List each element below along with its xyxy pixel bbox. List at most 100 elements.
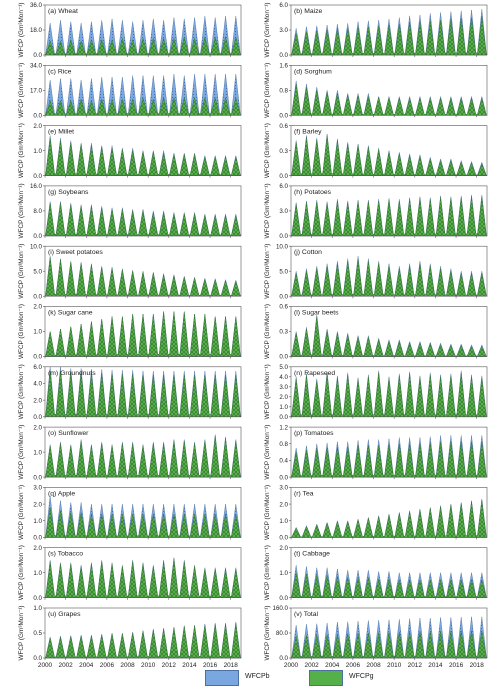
- panel-title: (n) Rapeseed: [294, 370, 335, 377]
- y-tick-label: 5.0: [279, 364, 288, 371]
- y-axis-label: WFCP (Gm³Mon⁻¹): [18, 123, 25, 178]
- panel-q-apple: 0.0 1.0 2.0 3.0 (q) Apple WFCP (Gm³Mon⁻¹): [18, 485, 242, 542]
- legend-label-green: WFCPg: [349, 673, 374, 680]
- series-green-area-o-sunflower: [44, 435, 242, 478]
- plot-frame: [290, 487, 488, 538]
- y-tick-label: 2.0: [33, 123, 42, 130]
- panel-title: (m) Groundnuts: [48, 370, 96, 377]
- panel-title: (l) Sugar beets: [294, 310, 339, 317]
- y-tick-label: 0.0: [279, 474, 288, 481]
- panel-title: (c) Rice: [48, 68, 72, 75]
- y-tick-label: 3.0: [279, 27, 288, 34]
- y-tick-label: 3.0: [279, 384, 288, 391]
- y-axis-label: WFCP (Gm³Mon⁻¹): [264, 364, 271, 419]
- panel-title: (p) Tomatoes: [294, 430, 334, 437]
- panel-title: (q) Apple: [48, 490, 75, 497]
- series-green-area-v-total: [290, 630, 488, 659]
- panel-title: (s) Tobacco: [48, 551, 83, 558]
- y-tick-label: 0.0: [279, 293, 288, 300]
- panel-title: (f) Barley: [294, 129, 322, 136]
- panel-l-sugar-beets: 0.0 0.3 0.6 (l) Sugar beets WFCP (Gm³Mon⁻¹): [264, 304, 488, 361]
- y-axis-label: WFCP (Gm³Mon⁻¹): [18, 545, 25, 600]
- panel-title: (r) Tea: [294, 490, 314, 497]
- panel-title: (o) Sunflower: [48, 430, 89, 437]
- y-tick-label: 1.6: [279, 63, 288, 70]
- y-tick-label: 8.0: [33, 208, 42, 215]
- plot-frame: [44, 366, 242, 418]
- panel-g-soybeans: 0.0 8.0 16.0 (g) Soybeans WFCP (Gm³Mon⁻¹): [18, 183, 242, 240]
- panel-title: (g) Soybeans: [48, 189, 89, 196]
- x-tick-label: 2018: [224, 662, 239, 669]
- panel-title: (i) Sweet potatoes: [48, 249, 103, 256]
- series-green-area-d-sorghum: [290, 84, 488, 116]
- panel-k-sugar-cane: 0.0 1.0 2.0 (k) Sugar cane WFCP (Gm³Mon⁻¹): [18, 304, 242, 361]
- panel-o-sunflower: 0.0 1.0 2.0 (o) Sunflower WFCP (Gm³Mon⁻¹): [18, 424, 242, 481]
- y-tick-label: 1.0: [33, 449, 42, 456]
- panel-title: (a) Wheat: [48, 8, 78, 15]
- y-axis-label: WFCP (Gm³Mon⁻¹): [18, 183, 25, 238]
- y-tick-label: 0.0: [33, 655, 42, 662]
- panel-f-barley: 0.0 0.3 0.6 (f) Barley WFCP (Gm³Mon⁻¹): [264, 123, 488, 180]
- y-axis-label: WFCP (Gm³Mon⁻¹): [264, 304, 271, 359]
- x-tick-label: 2010: [387, 662, 402, 669]
- x-tick-label: 2004: [325, 662, 340, 669]
- x-tick-label: 2002: [59, 662, 74, 669]
- y-tick-label: 34.0: [30, 63, 43, 70]
- plot-frame: [290, 426, 488, 478]
- y-tick-label: 0.0: [33, 535, 42, 542]
- series-blue-area-a-wheat: [44, 16, 242, 56]
- y-tick-label: 0.0: [279, 535, 288, 542]
- panel-m-groundnuts: 0.0 2.0 4.0 6.0 (m) Groundnuts WFCP (Gm³Mon⁻¹…: [18, 364, 242, 421]
- y-tick-label: 16.0: [30, 183, 43, 190]
- legend: WFCPb WFCPg: [205, 669, 475, 687]
- x-tick-label: 2006: [100, 662, 115, 669]
- y-tick-label: 1.0: [33, 329, 42, 336]
- y-tick-label: 2.0: [279, 501, 288, 508]
- y-tick-label: 2.0: [33, 501, 42, 508]
- series-green-area-q-apple: [44, 507, 242, 538]
- y-tick-label: 0.0: [33, 414, 42, 421]
- y-tick-label: 1.0: [33, 518, 42, 525]
- panel-title: (e) Millet: [48, 129, 74, 136]
- y-tick-label: 0.4: [279, 458, 288, 465]
- y-tick-label: 10.0: [30, 243, 43, 250]
- panel-a-wheat: 0.0 18.0 36.0 (a) Wheat WFCP (Gm³Mon⁻¹): [18, 2, 242, 59]
- y-tick-label: 0.0: [279, 233, 288, 240]
- x-tick-label: 2010: [141, 662, 156, 669]
- plot-frame: [44, 487, 242, 538]
- series-green-area-r-tea: [290, 499, 488, 538]
- y-axis-label: WFCP (Gm³Mon⁻¹): [264, 2, 271, 57]
- y-tick-label: 0.0: [279, 113, 288, 120]
- y-tick-label: 36.0: [30, 2, 43, 9]
- y-tick-label: 160.0: [273, 605, 289, 612]
- y-tick-label: 17.0: [30, 88, 43, 95]
- y-tick-label: 5.0: [33, 268, 42, 275]
- y-tick-label: 2.0: [33, 424, 42, 431]
- y-tick-label: 6.0: [279, 183, 288, 190]
- y-tick-label: 1.0: [33, 570, 42, 577]
- y-tick-label: 2.0: [279, 394, 288, 401]
- y-axis-label: WFCP (Gm³Mon⁻¹): [18, 425, 25, 480]
- y-tick-label: 18.0: [30, 27, 43, 34]
- series-green-area-p-tomatoes: [290, 441, 488, 478]
- y-axis-label: WFCP (Gm³Mon⁻¹): [18, 304, 25, 359]
- panel-title: (b) Maize: [294, 8, 323, 15]
- panel-r-tea: 0.0 1.0 2.0 3.0 (r) Tea WFCP (Gm³Mon⁻¹): [264, 485, 488, 542]
- panel-j-cotton: 0.0 5.0 10.0 (j) Cotton WFCP (Gm³Mon⁻¹): [264, 243, 488, 300]
- x-tick-label: 2014: [182, 662, 197, 669]
- x-tick-label: 2002: [305, 662, 320, 669]
- y-tick-label: 0.0: [279, 173, 288, 180]
- x-tick-label: 2012: [408, 662, 423, 669]
- y-tick-label: 6.0: [279, 2, 288, 9]
- series-green-area-u-grapes: [44, 622, 242, 659]
- panel-title: (d) Sorghum: [294, 68, 332, 75]
- y-axis-label: WFCP (Gm³Mon⁻¹): [18, 2, 25, 57]
- series-green-area-h-potatoes: [290, 196, 488, 237]
- panel-e-millet: 0.0 1.0 2.0 (e) Millet WFCP (Gm³Mon⁻¹): [18, 123, 242, 180]
- x-tick-label: 2000: [284, 662, 299, 669]
- y-axis-label: WFCP (Gm³Mon⁻¹): [264, 485, 271, 540]
- panel-v-total: 0.0 80.0 160.0 2000 2002 2004 2006 2008 2010 2012…: [264, 605, 488, 669]
- panel-title: (v) Total: [294, 611, 319, 618]
- y-tick-label: 0.3: [279, 148, 288, 155]
